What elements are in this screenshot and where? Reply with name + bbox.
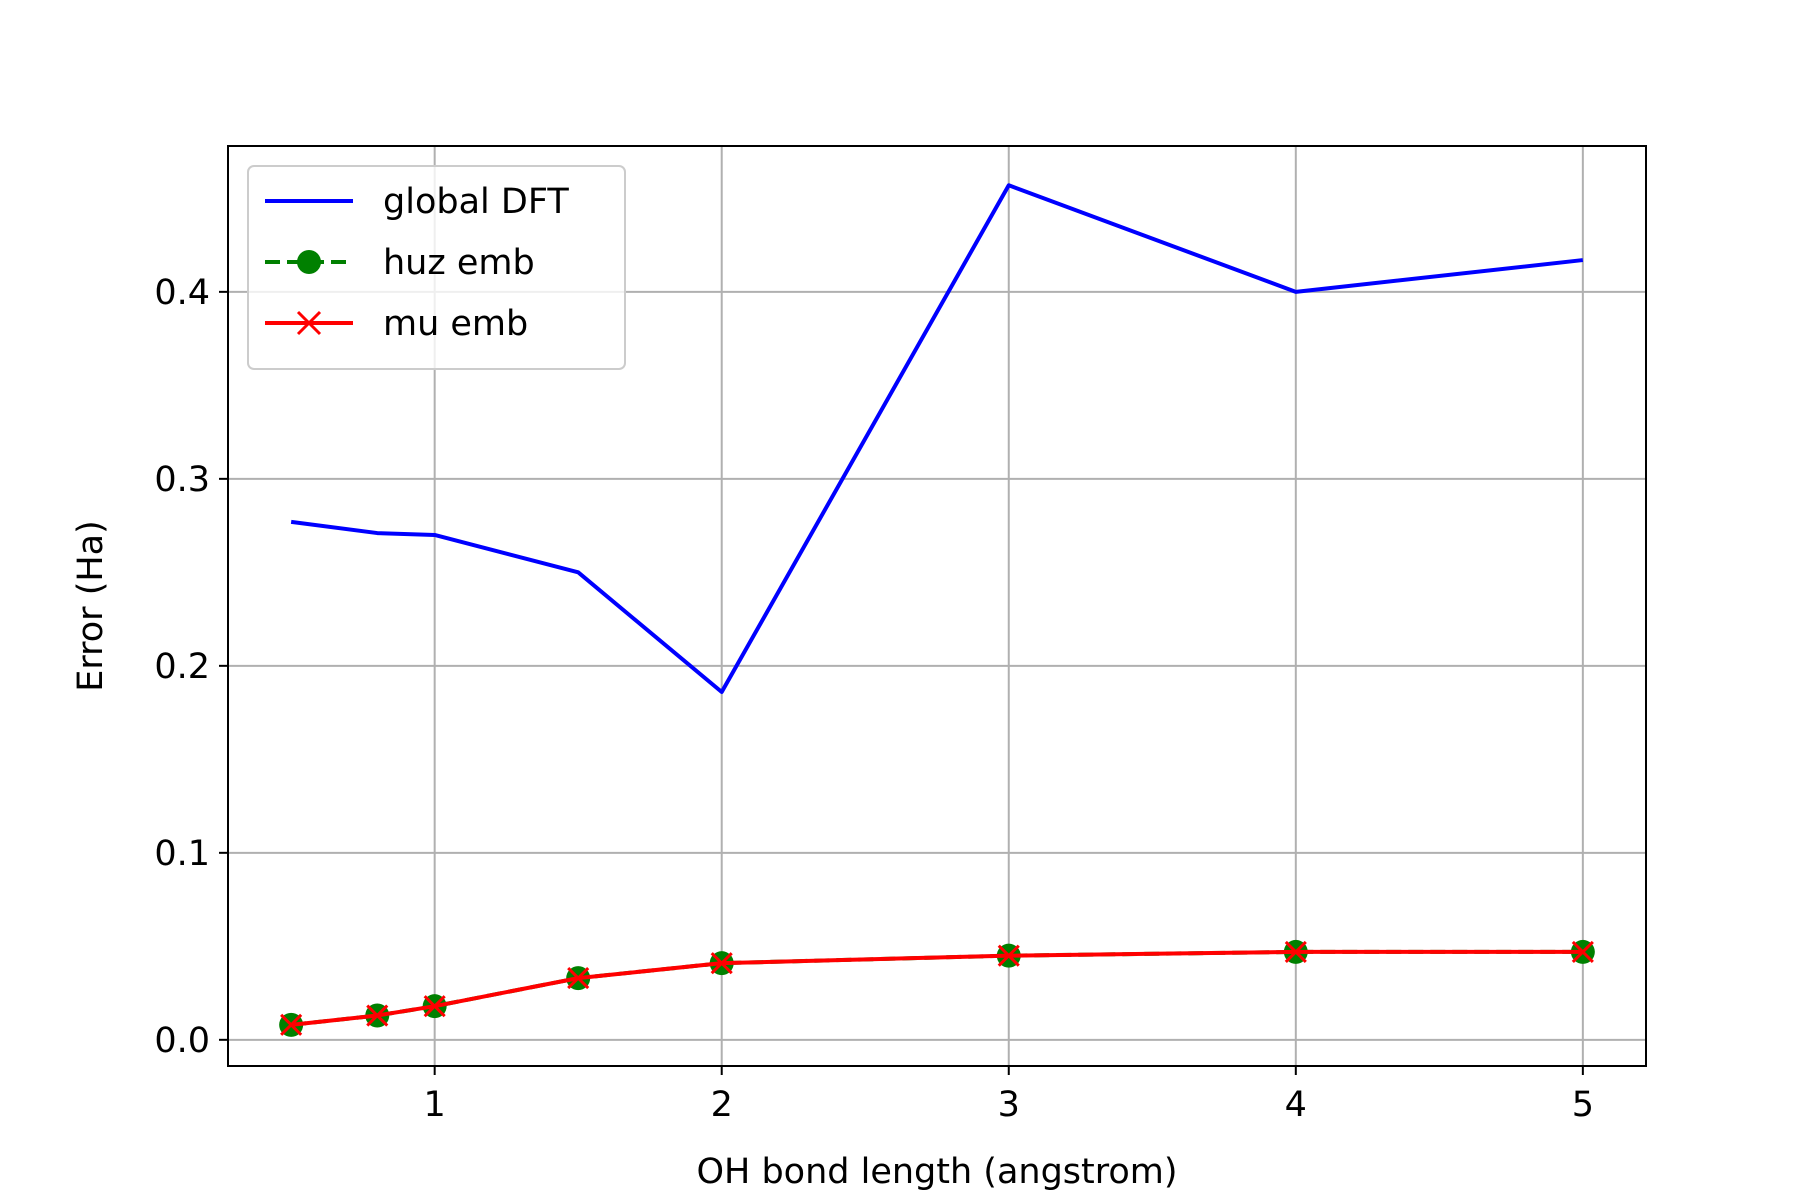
legend-item: huz emb <box>265 243 535 283</box>
y-axis-label: Error (Ha) <box>71 520 111 692</box>
x-tick-label: 1 <box>424 1085 446 1125</box>
data-point <box>423 995 446 1018</box>
x-marker-stroke <box>280 1013 303 1036</box>
series-global-dft <box>290 183 1584 695</box>
x-tick-label: 5 <box>1572 1085 1594 1125</box>
y-tick-label: 0.3 <box>154 460 210 500</box>
data-point <box>366 1004 389 1027</box>
axes-frame <box>227 145 1647 1067</box>
legend-marker <box>296 310 322 336</box>
y-tick-label: 0.0 <box>154 1021 210 1061</box>
series-layer <box>279 183 1595 1037</box>
data-point <box>710 952 733 975</box>
data-point <box>1571 940 1594 963</box>
x-tick-label: 2 <box>711 1085 733 1125</box>
series-line <box>290 183 1584 695</box>
y-tick-label: 0.1 <box>154 834 210 874</box>
x-tick-label: 4 <box>1285 1085 1307 1125</box>
legend-item: mu emb <box>265 304 528 344</box>
y-tick-label: 0.2 <box>154 647 210 687</box>
x-marker-stroke <box>997 944 1020 967</box>
x-marker-stroke <box>366 1004 389 1027</box>
data-point <box>567 967 590 990</box>
series-line <box>290 949 1583 1027</box>
legend-label: global DFT <box>383 182 569 222</box>
data-point <box>1284 940 1307 963</box>
data-point <box>280 1013 303 1036</box>
x-axis-label: OH bond length (angstrom) <box>696 1152 1177 1192</box>
x-marker-stroke <box>567 967 590 990</box>
x-marker-stroke <box>1284 940 1307 963</box>
x-marker-stroke <box>1571 940 1594 963</box>
x-marker-stroke <box>296 310 322 336</box>
legend: global DFT huz emb mu emb <box>247 165 626 370</box>
legend-item: global DFT <box>265 182 569 222</box>
data-point <box>997 944 1020 967</box>
legend-box <box>247 165 626 370</box>
legend-label: huz emb <box>383 243 535 283</box>
legend-marker <box>297 250 321 274</box>
y-tick-label: 0.4 <box>154 273 210 313</box>
x-marker-stroke <box>710 952 733 975</box>
grid <box>228 146 1646 1066</box>
x-marker-stroke <box>423 995 446 1018</box>
x-tick-label: 3 <box>998 1085 1020 1125</box>
series-mu-emb <box>280 940 1594 1036</box>
ticks: 1 2 3 4 5 0.0 0.1 0.2 0.3 0.4 <box>154 273 1594 1125</box>
legend-label: mu emb <box>383 304 528 344</box>
